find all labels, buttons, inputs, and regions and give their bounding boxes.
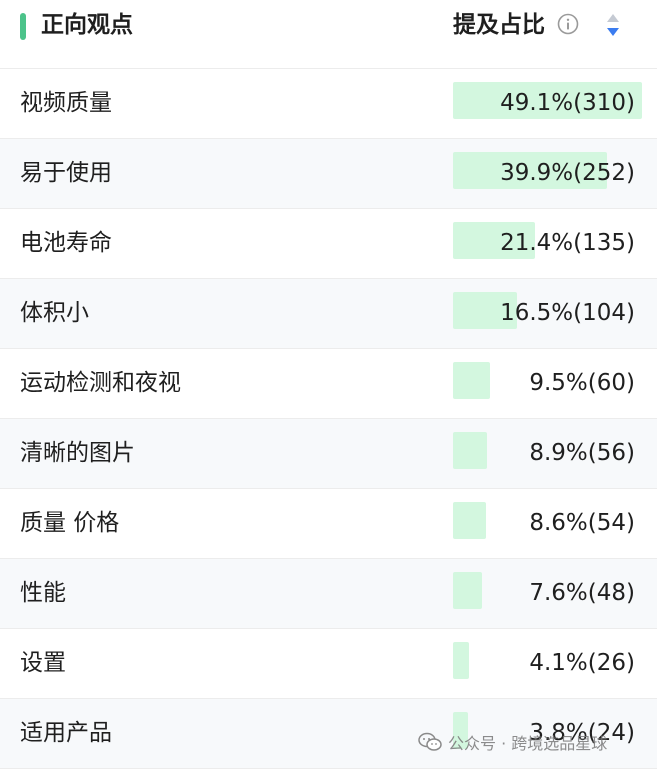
mention-ratio-value: 7.6%(48) [529,580,635,606]
opinion-label: 质量 价格 [20,510,120,536]
mention-ratio-value: 9.5%(60) [529,370,635,396]
mention-ratio-value: 3.8%(24) [529,720,635,746]
mention-ratio-value: 49.1%(310) [500,90,635,116]
table-row: 设置 4.1%(26) [0,629,657,699]
mention-ratio-bar [453,152,607,189]
opinion-label: 适用产品 [20,720,112,746]
table-row: 易于使用 39.9%(252) [0,139,657,209]
table-header: 正向观点 提及占比 [0,0,657,69]
sort-icon[interactable] [605,12,621,38]
column-header-mention-ratio[interactable]: 提及占比 [453,12,545,38]
opinion-label: 清晰的图片 [20,440,135,466]
table-body: 视频质量 49.1%(310) 易于使用 39.9%(252) 电池寿命 21.4%(13… [0,69,657,769]
wechat-icon [418,732,442,751]
table-row: 性能 7.6%(48) [0,559,657,629]
mention-ratio-bar [453,572,482,609]
mention-ratio-value: 8.9%(56) [529,440,635,466]
table-row: 体积小 16.5%(104) [0,279,657,349]
opinion-label: 体积小 [20,300,89,326]
mention-ratio-value: 16.5%(104) [500,300,635,326]
mention-ratio-bar [453,712,468,749]
table-row: 视频质量 49.1%(310) [0,69,657,139]
opinion-label: 运动检测和夜视 [20,370,181,396]
mention-ratio-value: 21.4%(135) [500,230,635,256]
column-header-opinion: 正向观点 [41,12,133,38]
mention-ratio-bar [453,502,486,539]
mention-ratio-value: 8.6%(54) [529,510,635,536]
mention-ratio-bar [453,362,490,399]
opinion-label: 电池寿命 [20,230,112,256]
mention-ratio-bar [453,642,469,679]
header-accent-bar [20,13,26,40]
table-row: 运动检测和夜视 9.5%(60) [0,349,657,419]
mention-ratio-bar [453,292,517,329]
watermark-text: 公众号 · 跨境选品星球 [448,734,608,753]
opinion-label: 视频质量 [20,90,112,116]
opinion-label: 设置 [20,650,66,676]
table-row: 质量 价格 8.6%(54) [0,489,657,559]
mention-ratio-bar [453,222,535,259]
table-row: 清晰的图片 8.9%(56) [0,419,657,489]
info-icon[interactable] [557,13,579,35]
mention-ratio-value: 4.1%(26) [529,650,635,676]
mention-ratio-bar [453,82,642,119]
opinion-label: 性能 [20,580,66,606]
table-row: 电池寿命 21.4%(135) [0,209,657,279]
mention-ratio-bar [453,432,487,469]
mention-ratio-value: 39.9%(252) [500,160,635,186]
opinion-label: 易于使用 [20,160,112,186]
watermark: 公众号 · 跨境选品星球 [418,728,607,756]
